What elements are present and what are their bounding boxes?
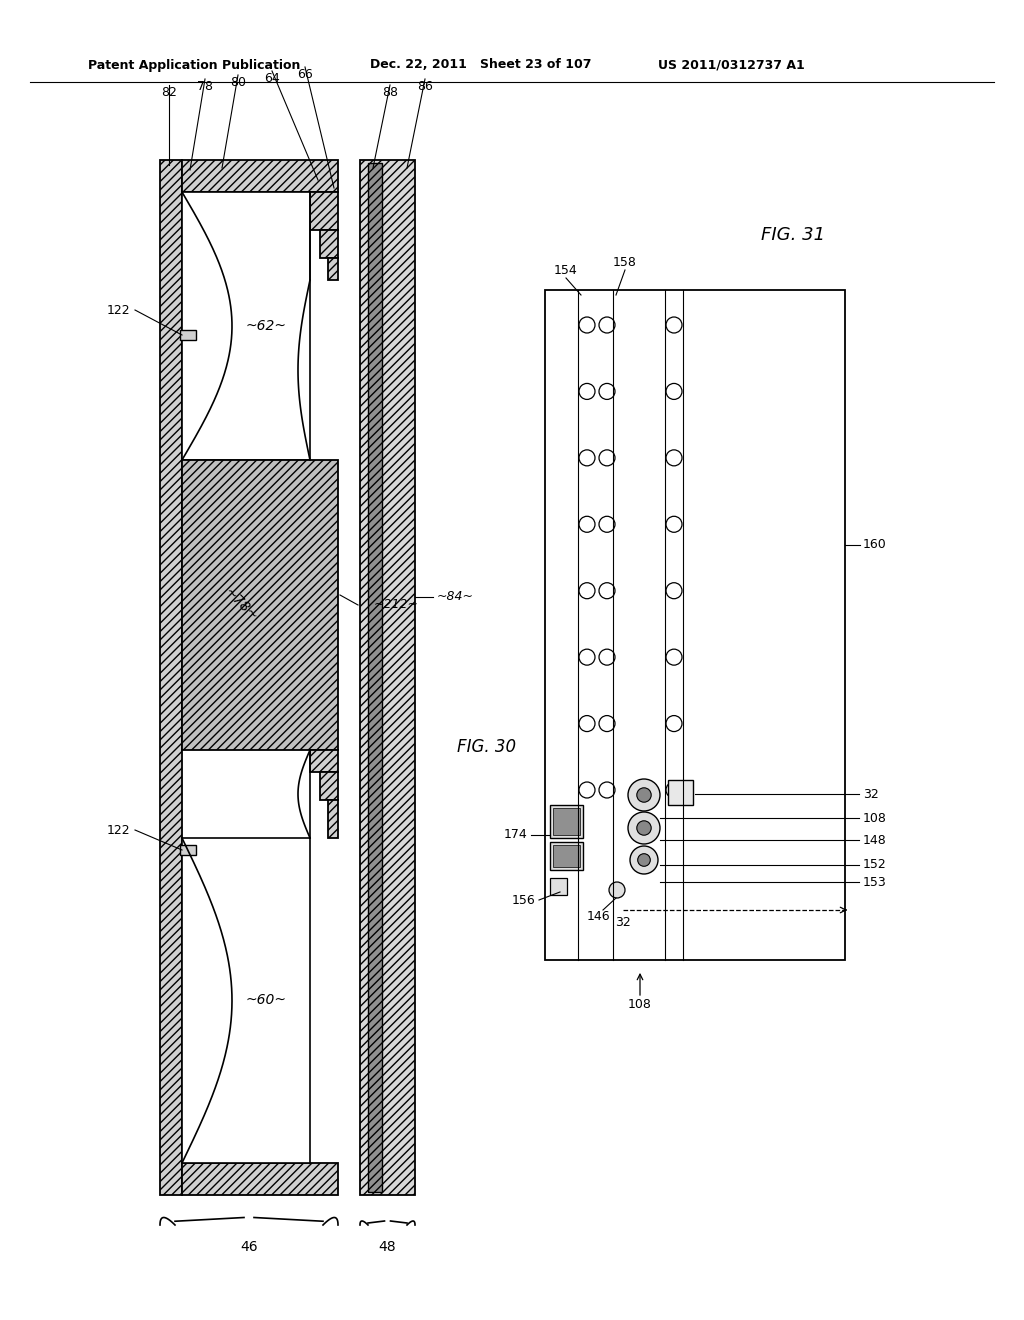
- Circle shape: [579, 715, 595, 731]
- Circle shape: [628, 812, 660, 843]
- Circle shape: [609, 882, 625, 898]
- Text: FIG. 31: FIG. 31: [761, 226, 825, 244]
- Bar: [328, 257, 338, 280]
- Circle shape: [666, 715, 682, 731]
- Circle shape: [579, 450, 595, 466]
- Text: 88: 88: [382, 87, 398, 99]
- Bar: [545, 290, 845, 960]
- Circle shape: [599, 317, 615, 333]
- Circle shape: [666, 649, 682, 665]
- Bar: [368, 162, 382, 1192]
- Bar: [550, 842, 583, 870]
- Text: 156: 156: [511, 894, 535, 907]
- Text: 158: 158: [613, 256, 637, 268]
- Bar: [319, 230, 338, 257]
- Circle shape: [637, 821, 651, 836]
- Text: FIG. 30: FIG. 30: [457, 738, 516, 756]
- Text: 64: 64: [264, 73, 280, 86]
- Circle shape: [599, 582, 615, 599]
- Bar: [160, 160, 182, 1195]
- Circle shape: [628, 779, 660, 810]
- Circle shape: [579, 582, 595, 599]
- Text: 122: 122: [106, 824, 130, 837]
- Text: ~78~: ~78~: [221, 586, 260, 624]
- Bar: [182, 838, 310, 1163]
- Circle shape: [637, 788, 651, 803]
- Bar: [550, 805, 583, 838]
- Bar: [310, 191, 338, 230]
- Text: 32: 32: [615, 916, 631, 928]
- Text: Dec. 22, 2011   Sheet 23 of 107: Dec. 22, 2011 Sheet 23 of 107: [370, 58, 592, 71]
- Text: 78: 78: [197, 81, 213, 94]
- Circle shape: [579, 516, 595, 532]
- Text: ~84~: ~84~: [436, 590, 473, 603]
- Bar: [182, 160, 338, 191]
- Text: 160: 160: [863, 539, 887, 552]
- Bar: [180, 845, 196, 855]
- Circle shape: [630, 846, 658, 874]
- Bar: [310, 750, 338, 772]
- Text: 108: 108: [863, 812, 887, 825]
- Circle shape: [599, 450, 615, 466]
- Circle shape: [666, 450, 682, 466]
- Text: 174: 174: [503, 829, 527, 842]
- Circle shape: [599, 715, 615, 731]
- Text: 146: 146: [586, 909, 610, 923]
- Text: ~212~: ~212~: [374, 598, 419, 611]
- Bar: [319, 772, 338, 800]
- Text: 82: 82: [161, 87, 177, 99]
- Circle shape: [666, 582, 682, 599]
- Bar: [553, 845, 580, 867]
- Bar: [668, 780, 693, 805]
- Bar: [182, 459, 338, 750]
- Bar: [180, 330, 196, 341]
- Circle shape: [599, 649, 615, 665]
- Circle shape: [579, 649, 595, 665]
- Text: 148: 148: [863, 833, 887, 846]
- Circle shape: [666, 383, 682, 400]
- Circle shape: [638, 854, 650, 866]
- Circle shape: [579, 383, 595, 400]
- Circle shape: [666, 781, 682, 799]
- Bar: [182, 1163, 338, 1195]
- Text: 86: 86: [417, 81, 433, 94]
- Circle shape: [579, 317, 595, 333]
- Circle shape: [579, 781, 595, 799]
- Circle shape: [666, 516, 682, 532]
- Bar: [182, 191, 310, 459]
- Text: US 2011/0312737 A1: US 2011/0312737 A1: [658, 58, 805, 71]
- Bar: [360, 160, 415, 1195]
- Text: ~60~: ~60~: [246, 993, 287, 1007]
- Circle shape: [599, 781, 615, 799]
- Bar: [550, 878, 567, 895]
- Circle shape: [599, 516, 615, 532]
- Text: 46: 46: [241, 1239, 258, 1254]
- Text: 153: 153: [863, 875, 887, 888]
- Text: 48: 48: [379, 1239, 396, 1254]
- Text: 122: 122: [106, 304, 130, 317]
- Text: 154: 154: [554, 264, 578, 276]
- Text: ~62~: ~62~: [246, 319, 287, 333]
- Text: 80: 80: [230, 77, 246, 90]
- Text: 32: 32: [863, 788, 879, 800]
- Text: 152: 152: [863, 858, 887, 871]
- Text: 108: 108: [628, 998, 652, 1011]
- Text: Patent Application Publication: Patent Application Publication: [88, 58, 300, 71]
- Circle shape: [599, 383, 615, 400]
- Circle shape: [666, 317, 682, 333]
- Bar: [328, 800, 338, 838]
- Text: 66: 66: [297, 69, 313, 82]
- Bar: [553, 808, 580, 836]
